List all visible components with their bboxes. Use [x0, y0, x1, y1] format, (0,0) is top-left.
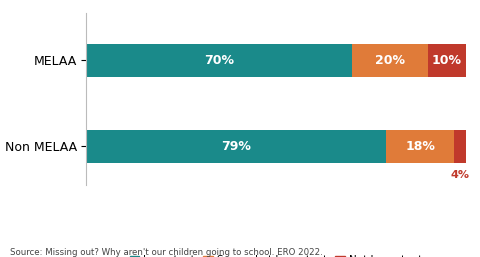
Bar — [386, 130, 454, 163]
Bar — [86, 130, 386, 163]
Bar — [454, 130, 469, 163]
Text: 10%: 10% — [432, 54, 462, 67]
Text: 4%: 4% — [450, 170, 469, 180]
Bar — [428, 44, 466, 77]
Legend: Important, Somewhat Important, Not Important: Important, Somewhat Important, Not Impor… — [126, 251, 426, 257]
Text: 79%: 79% — [221, 140, 251, 153]
Text: 20%: 20% — [375, 54, 405, 67]
Bar — [86, 44, 352, 77]
Text: 18%: 18% — [405, 140, 435, 153]
Bar — [352, 44, 428, 77]
Text: 70%: 70% — [204, 54, 234, 67]
Text: Source: Missing out? Why aren't our children going to school. ERO 2022.: Source: Missing out? Why aren't our chil… — [10, 248, 323, 257]
